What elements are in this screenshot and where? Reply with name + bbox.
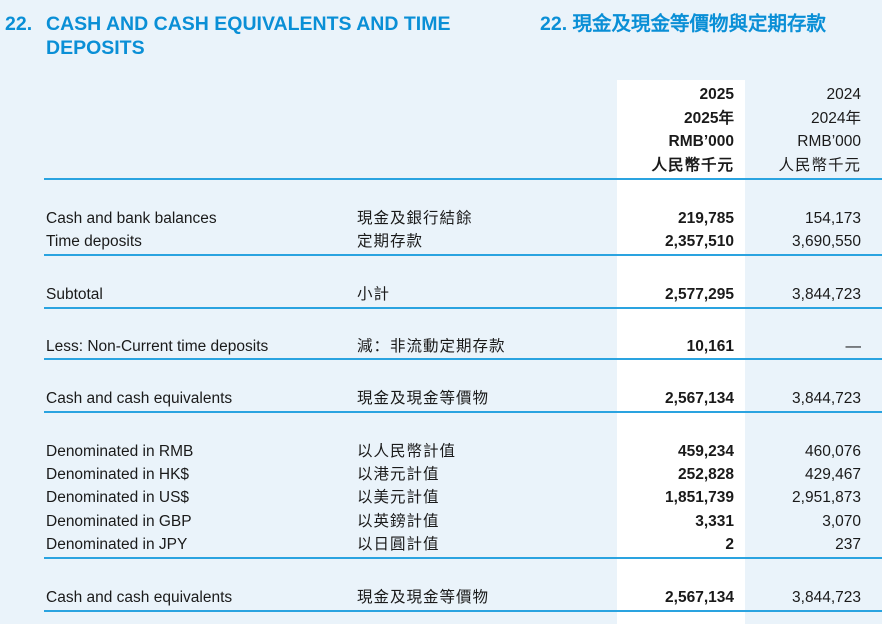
table-row: Cash and cash equivalents 現金及現金等價物 2,567… bbox=[0, 586, 882, 609]
table-row: Denominated in GBP 以英鎊計值 3,331 3,070 bbox=[0, 510, 882, 533]
row-value-current: 2 bbox=[725, 536, 734, 553]
row-value-current: 2,567,134 bbox=[665, 589, 734, 606]
section-title-en: 22. CASH AND CASH EQUIVALENTS AND TIME DE… bbox=[5, 12, 505, 60]
section-title-line1: CASH AND CASH EQUIVALENTS AND TIME bbox=[46, 13, 451, 35]
row-value-current: 459,234 bbox=[677, 443, 734, 460]
row-label-zh: 以日圓計值 bbox=[357, 536, 440, 553]
row-value-prior: 3,844,723 bbox=[792, 390, 861, 407]
row-value-prior: 3,844,723 bbox=[792, 286, 861, 303]
table-row: Denominated in HK$ 以港元計值 252,828 429,467 bbox=[0, 463, 882, 486]
row-value-prior: 429,467 bbox=[804, 466, 861, 483]
row-value-current: 3,331 bbox=[695, 513, 734, 530]
row-label-en: Denominated in HK$ bbox=[46, 466, 190, 483]
column-header-prior: 2024 2024年 RMB’000 人民幣千元 bbox=[746, 83, 861, 177]
row-value-prior: 3,844,723 bbox=[792, 589, 861, 606]
current-unit-zh: 人民幣千元 bbox=[651, 156, 734, 174]
prior-unit: RMB’000 bbox=[797, 133, 861, 150]
section-title-line2: DEPOSITS bbox=[46, 37, 145, 59]
row-label-en: Subtotal bbox=[46, 286, 103, 303]
header-rule bbox=[44, 178, 882, 180]
row-label-en: Cash and cash equivalents bbox=[46, 390, 233, 407]
row-label-zh: 現金及銀行結餘 bbox=[357, 210, 473, 227]
row-label-zh: 現金及現金等價物 bbox=[357, 390, 490, 407]
current-year: 2025 bbox=[699, 86, 734, 103]
row-rule bbox=[44, 411, 882, 413]
row-label-en: Denominated in GBP bbox=[46, 513, 192, 530]
row-label-en: Less: Non-Current time deposits bbox=[46, 338, 269, 355]
row-value-current: 219,785 bbox=[677, 210, 734, 227]
row-label-zh: 現金及現金等價物 bbox=[357, 589, 490, 606]
row-label-en: Cash and cash equivalents bbox=[46, 589, 233, 606]
row-value-current: 2,567,134 bbox=[665, 390, 734, 407]
row-label-zh: 以英鎊計值 bbox=[357, 513, 440, 530]
row-value-current: 2,577,295 bbox=[665, 286, 734, 303]
table-row: Denominated in US$ 以美元計值 1,851,739 2,951… bbox=[0, 486, 882, 509]
current-year-zh: 2025年 bbox=[684, 109, 734, 127]
column-header-current: 2025 2025年 RMB’000 人民幣千元 bbox=[617, 83, 734, 177]
row-value-current: 10,161 bbox=[686, 338, 734, 355]
table-row: Cash and cash equivalents 現金及現金等價物 2,567… bbox=[0, 387, 882, 410]
table-row: Denominated in RMB 以人民幣計值 459,234 460,07… bbox=[0, 440, 882, 463]
row-value-prior: 237 bbox=[835, 536, 861, 553]
row-label-en: Time deposits bbox=[46, 233, 142, 250]
row-label-zh: 以人民幣計值 bbox=[357, 443, 457, 460]
table-row: Cash and bank balances 現金及銀行結餘 219,785 1… bbox=[0, 207, 882, 230]
total-rule bbox=[44, 610, 882, 612]
table-row: Subtotal 小計 2,577,295 3,844,723 bbox=[0, 283, 882, 306]
row-label-en: Denominated in RMB bbox=[46, 443, 194, 460]
row-value-current: 252,828 bbox=[677, 466, 734, 483]
row-label-zh: 小計 bbox=[357, 286, 391, 303]
section-number: 22. bbox=[5, 13, 33, 35]
row-label-en: Denominated in JPY bbox=[46, 536, 188, 553]
prior-year-zh: 2024年 bbox=[811, 109, 861, 127]
table-row: Denominated in JPY 以日圓計值 2 237 bbox=[0, 533, 882, 556]
row-rule bbox=[44, 307, 882, 309]
row-rule bbox=[44, 557, 882, 559]
row-label-zh: 減：非流動定期存款 bbox=[357, 338, 506, 355]
row-value-current: 2,357,510 bbox=[665, 233, 734, 250]
current-year-column-highlight bbox=[617, 80, 745, 624]
section-title-zh: 22. 現金及現金等價物與定期存款 bbox=[540, 13, 827, 35]
row-value-current: 1,851,739 bbox=[665, 489, 734, 506]
row-value-prior: 460,076 bbox=[804, 443, 861, 460]
row-value-prior: 3,070 bbox=[822, 513, 861, 530]
prior-year: 2024 bbox=[826, 86, 861, 103]
prior-unit-zh: 人民幣千元 bbox=[778, 156, 861, 174]
row-value-prior: — bbox=[845, 338, 862, 355]
row-rule bbox=[44, 358, 882, 360]
row-value-prior: 2,951,873 bbox=[792, 489, 861, 506]
current-unit: RMB’000 bbox=[668, 133, 734, 150]
row-label-zh: 以港元計值 bbox=[357, 466, 440, 483]
row-value-prior: 154,173 bbox=[804, 210, 861, 227]
row-value-prior: 3,690,550 bbox=[792, 233, 861, 250]
row-rule bbox=[44, 254, 882, 256]
table-row: Less: Non-Current time deposits 減：非流動定期存… bbox=[0, 335, 882, 358]
table-row: Time deposits 定期存款 2,357,510 3,690,550 bbox=[0, 230, 882, 253]
row-label-en: Denominated in US$ bbox=[46, 489, 190, 506]
row-label-zh: 定期存款 bbox=[357, 233, 424, 250]
row-label-zh: 以美元計值 bbox=[357, 489, 440, 506]
row-label-en: Cash and bank balances bbox=[46, 210, 217, 227]
